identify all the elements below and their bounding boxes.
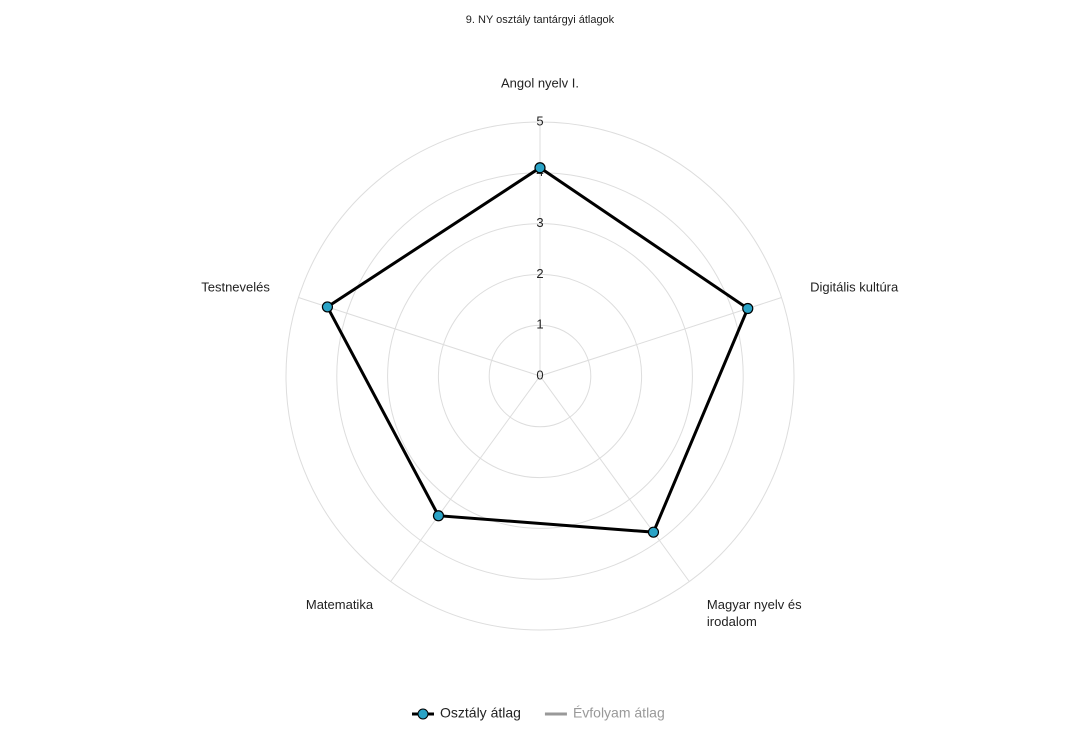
category-label: Digitális kultúra — [810, 280, 899, 295]
chart-title: 9. NY osztály tantárgyi átlagok — [466, 14, 615, 26]
spoke — [390, 375, 541, 582]
series-line — [325, 165, 750, 534]
legend-label: Évfolyam átlag — [573, 705, 665, 721]
category-label: Testnevelés — [201, 280, 270, 295]
category-label: Magyar nyelv és irodalom — [707, 597, 805, 629]
category-label: Angol nyelv I. — [501, 75, 579, 90]
legend-marker — [417, 708, 429, 720]
point — [742, 302, 754, 315]
point — [321, 301, 334, 313]
y-tick-label: 3 — [536, 215, 543, 230]
point — [432, 510, 445, 522]
point — [534, 162, 546, 174]
legend-label: Osztály átlag — [440, 705, 521, 721]
y-tick-label: 1 — [536, 317, 543, 332]
point — [647, 526, 660, 538]
category-label: Matematika — [306, 597, 374, 612]
y-tick-label: 5 — [536, 113, 543, 128]
y-tick-label: 2 — [536, 266, 543, 281]
spoke — [539, 297, 782, 377]
spoke — [539, 375, 690, 582]
spoke — [298, 297, 541, 377]
y-tick-label: 0 — [536, 367, 543, 382]
